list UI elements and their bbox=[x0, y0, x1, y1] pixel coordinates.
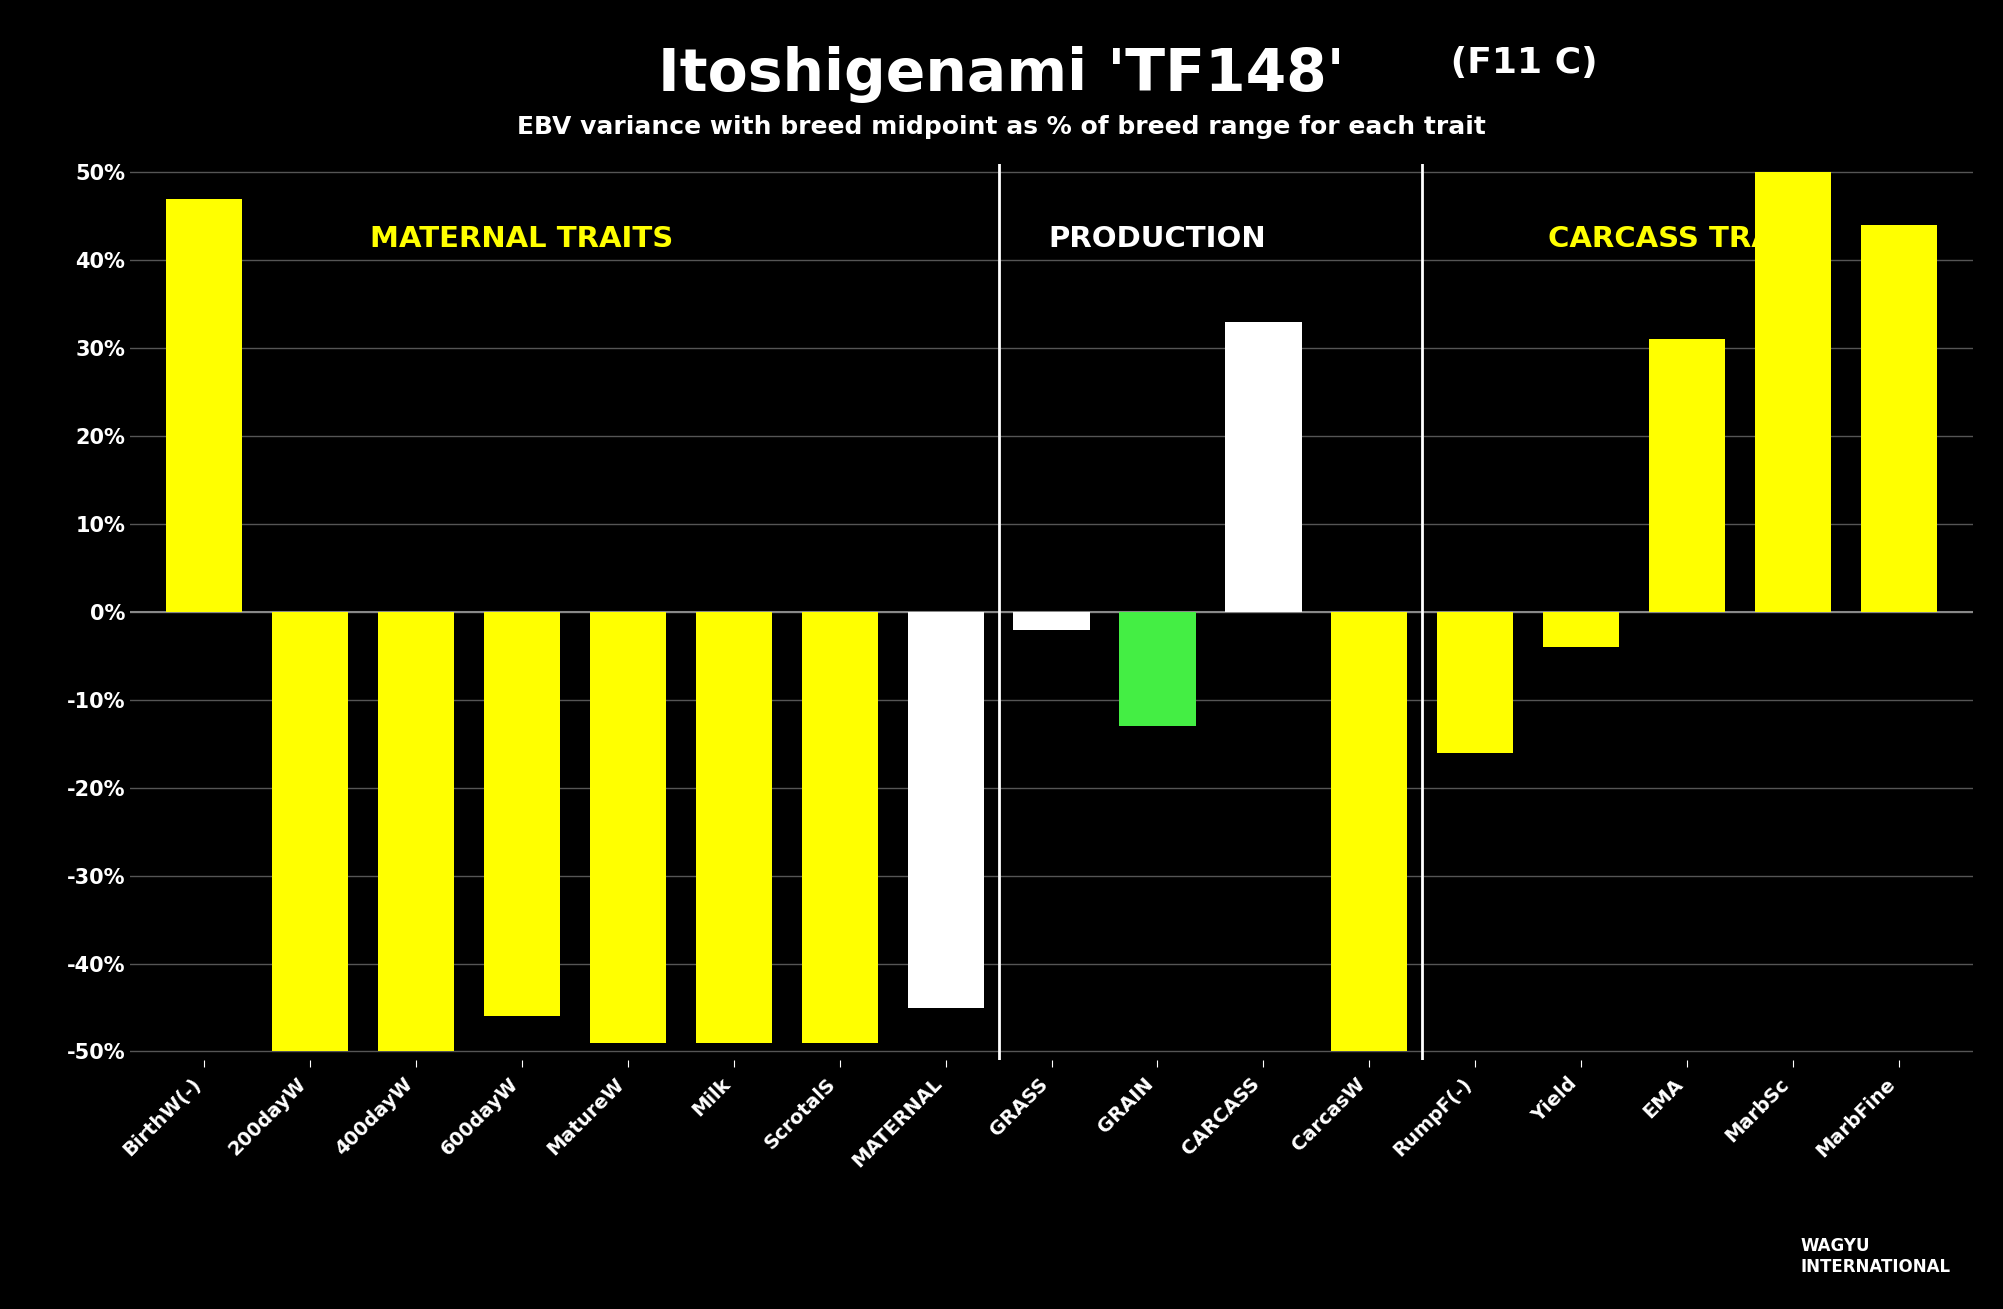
Bar bbox=[485, 613, 561, 1016]
Bar bbox=[1542, 613, 1618, 647]
Text: MATERNAL TRAITS: MATERNAL TRAITS bbox=[371, 225, 673, 253]
Bar bbox=[166, 199, 242, 613]
Text: PRODUCTION: PRODUCTION bbox=[1050, 225, 1266, 253]
Bar bbox=[1014, 613, 1090, 630]
Bar bbox=[1120, 613, 1196, 726]
Bar bbox=[907, 613, 983, 1008]
Text: CARCASS TRAITS: CARCASS TRAITS bbox=[1548, 225, 1827, 253]
Bar bbox=[379, 613, 455, 1051]
Bar bbox=[1755, 173, 1831, 613]
Bar bbox=[1226, 322, 1302, 613]
Bar bbox=[695, 613, 771, 1043]
Bar bbox=[801, 613, 877, 1043]
Bar bbox=[272, 613, 349, 1051]
Text: EBV variance with breed midpoint as % of breed range for each trait: EBV variance with breed midpoint as % of… bbox=[517, 115, 1486, 139]
Text: WAGYU
INTERNATIONAL: WAGYU INTERNATIONAL bbox=[1801, 1237, 1951, 1276]
Bar bbox=[1436, 613, 1514, 753]
Bar bbox=[1861, 225, 1937, 613]
Text: (F11 C): (F11 C) bbox=[1438, 46, 1598, 80]
Bar bbox=[589, 613, 667, 1043]
Bar bbox=[1648, 339, 1725, 613]
Text: Itoshigenami 'TF148': Itoshigenami 'TF148' bbox=[659, 46, 1344, 103]
Bar bbox=[1332, 613, 1408, 1051]
